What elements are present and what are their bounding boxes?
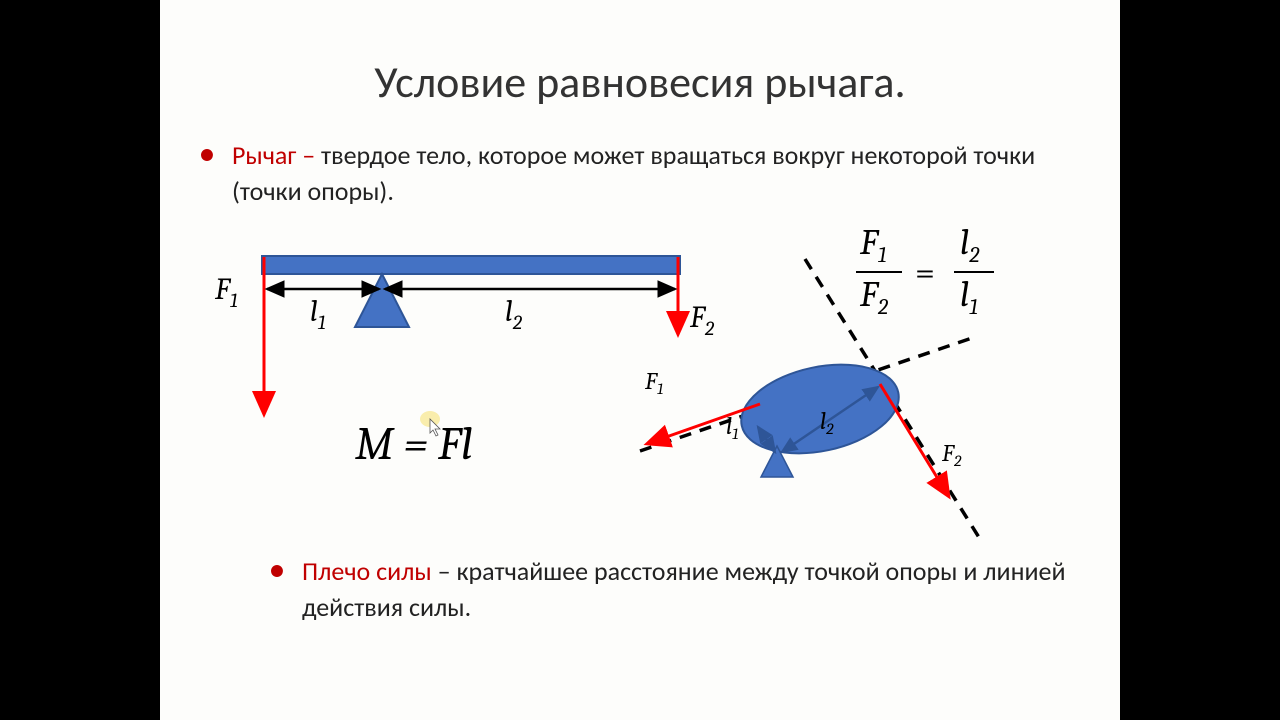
label-l1: l1 (310, 294, 326, 334)
ellipse-label-f1: F1 (644, 367, 663, 398)
physics-diagram: F1 F2 l1 l2 M = Fl F1 F2 = l2 (160, 209, 1120, 549)
formula-moment: M = Fl (355, 418, 473, 471)
fulcrum-icon (355, 274, 409, 327)
lever-diagram: F1 F2 l1 l2 (214, 256, 715, 409)
ratio-l1: l1 (960, 274, 978, 320)
lever-bar (262, 256, 680, 274)
bullet-1: • Рычаг – твердое тело, которое может вр… (160, 137, 1120, 209)
ratio-l2: l2 (960, 222, 980, 268)
ellipse-f2-arrow (880, 384, 946, 492)
term-lever: Рычаг – (232, 139, 321, 171)
term-arm: Плечо силы (302, 555, 432, 587)
label-f2: F2 (689, 300, 715, 340)
ellipse-label-f2: F2 (941, 439, 962, 470)
bullet-marker-2: • (270, 553, 284, 587)
slide-container: Условие равновесия рычага. • Рычаг – тве… (160, 0, 1120, 720)
bullet-2-text: Плечо силы – кратчайшее расстояние между… (302, 553, 1090, 625)
diagram-area: F1 F2 l1 l2 M = Fl F1 F2 = l2 (160, 209, 1120, 549)
page-title: Условие равновесия рычага. (160, 0, 1120, 109)
bullet-1-text: Рычаг – твердое тело, которое может вращ… (232, 137, 1090, 209)
label-l2: l2 (505, 294, 523, 334)
bullet-2: • Плечо силы – кратчайшее расстояние меж… (160, 553, 1120, 625)
formula-ratio: F1 F2 = l2 l1 (856, 222, 994, 320)
ratio-f2: F2 (859, 274, 889, 320)
def-lever: твердое тело, которое может вращаться во… (232, 139, 1035, 207)
label-f1: F1 (214, 272, 238, 312)
bullet-marker: • (200, 137, 214, 171)
ratio-equals: = (915, 252, 935, 293)
ratio-f1: F1 (859, 222, 887, 268)
